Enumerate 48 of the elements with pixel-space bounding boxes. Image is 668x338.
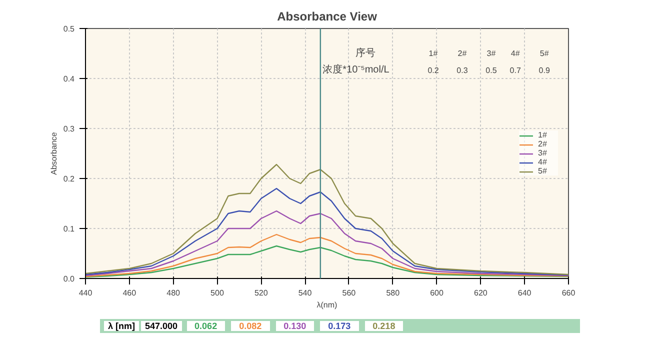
y-tick-label: 0.5 [63, 24, 76, 34]
annotation: 5# [540, 49, 550, 58]
legend-label: 5# [538, 166, 548, 176]
x-tick-label: 560 [342, 288, 356, 298]
y-tick-label: 0.4 [63, 74, 76, 84]
annotation: 0.2 [428, 66, 440, 75]
y-tick-label: 0.2 [63, 174, 76, 184]
x-tick-label: 540 [298, 288, 312, 298]
y-tick-label: 0.1 [63, 224, 76, 234]
y-tick-label: 0.3 [63, 124, 76, 134]
annotation: 0.7 [510, 66, 522, 75]
annotation: 4# [510, 49, 520, 58]
text: 0.062 [186, 321, 226, 331]
y-tick-label: 0.0 [63, 274, 76, 284]
annotation: 1# [428, 49, 438, 58]
legend-label: 2# [538, 140, 548, 148]
text: 0.173 [320, 321, 359, 331]
annotation: 序号 [356, 47, 376, 59]
text: 0.130 [276, 321, 314, 331]
legend-label: 1# [538, 130, 548, 140]
annotation: 0.9 [538, 66, 550, 75]
x-axis-title: λ(nm) [316, 300, 338, 310]
text: 0.218 [364, 321, 404, 331]
annotation: 3# [486, 49, 496, 58]
legend-label: 4# [538, 158, 548, 166]
x-tick-label: 440 [78, 288, 93, 298]
text: 547.000 [141, 321, 182, 331]
annotation: 浓度*10⁻⁵mol/L [322, 63, 390, 76]
x-tick-label: 580 [386, 288, 400, 298]
line-series [86, 164, 568, 276]
x-tick-label: 640 [518, 288, 532, 298]
x-tick-label: 660 [562, 288, 576, 298]
x-tick-label: 460 [122, 288, 137, 298]
annotation: 0.3 [456, 66, 468, 75]
legend-label: 3# [538, 148, 548, 158]
x-tick-label: 500 [210, 288, 224, 298]
x-tick-label: 600 [430, 288, 444, 298]
text: 0.082 [231, 321, 270, 331]
x-tick-label: 480 [166, 288, 181, 298]
x-tick-label: 620 [474, 288, 488, 298]
annotation: 0.5 [486, 66, 498, 75]
line-series [86, 210, 568, 276]
annotation: 2# [458, 49, 468, 58]
chart-title: Absorbance View [277, 10, 378, 24]
y-axis-title: Absorbance [49, 132, 58, 175]
x-tick-label: 520 [254, 288, 268, 298]
line-series [86, 188, 568, 276]
text: λ [nm] [104, 321, 139, 331]
